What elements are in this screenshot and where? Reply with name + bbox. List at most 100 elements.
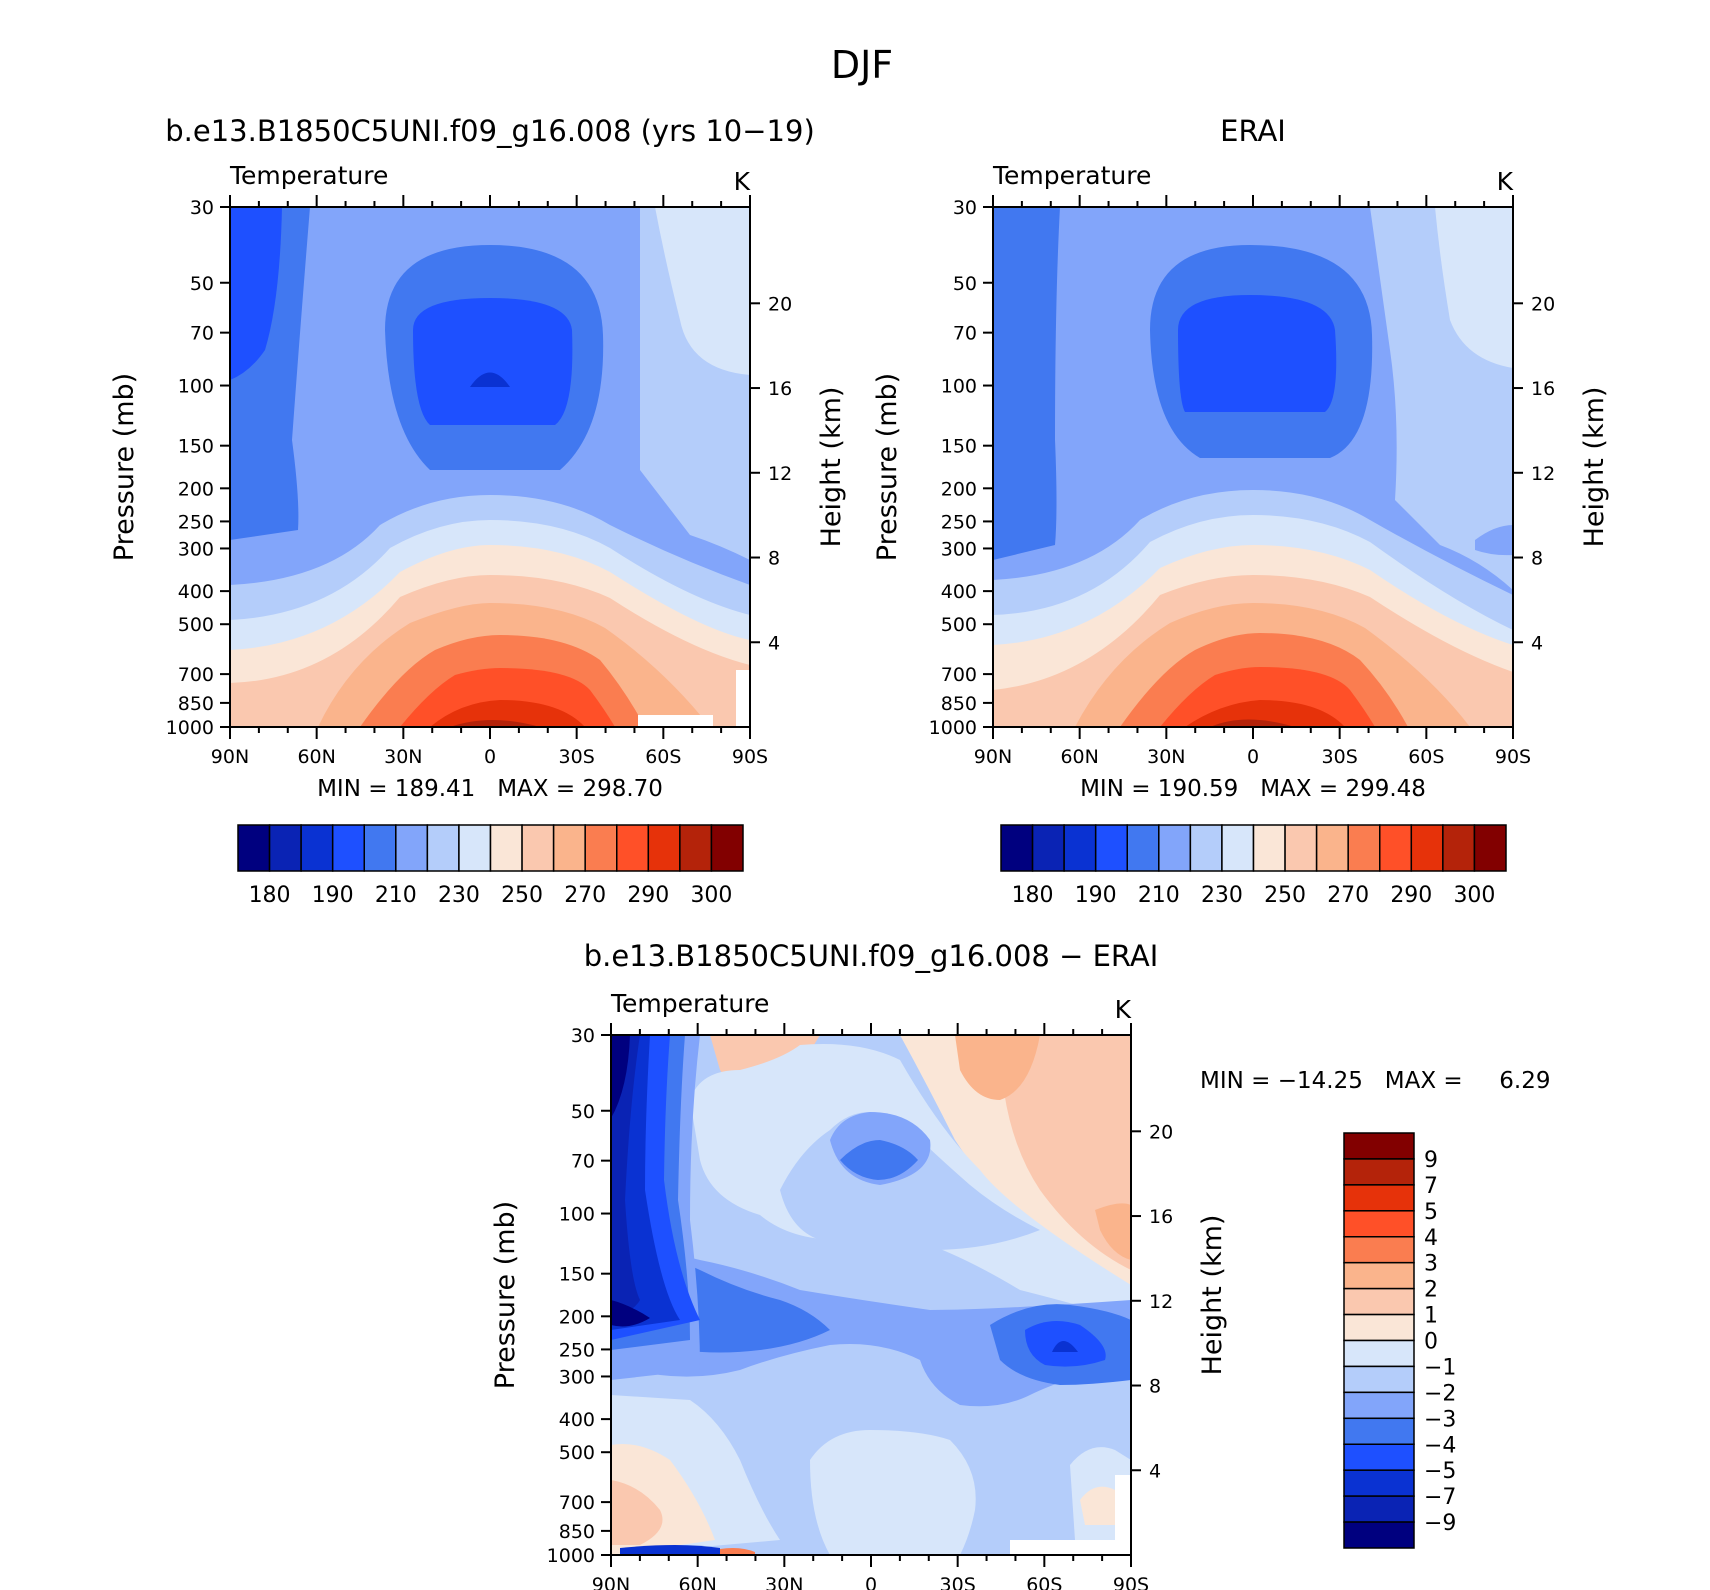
colorbar-label: 4 — [1424, 1226, 1438, 1251]
y-tick-label: 150 — [941, 436, 977, 458]
y-tick-label: 200 — [559, 1306, 595, 1328]
colorbar-label: 7 — [1424, 1174, 1438, 1199]
y-tick-label: 50 — [571, 1101, 595, 1123]
y-tick-label: 250 — [559, 1339, 595, 1361]
figure-title: DJF — [831, 43, 893, 87]
panel-left-label: Temperature — [229, 161, 388, 190]
contour-field — [993, 207, 1513, 727]
colorbar-label: 300 — [1453, 883, 1495, 908]
min-max-stats: MIN = 189.41 MAX = 298.70 — [317, 776, 663, 802]
contour-fill-cold-column — [993, 207, 1060, 560]
y2-tick-label: 20 — [768, 293, 792, 315]
x-tick-label: 90S — [732, 746, 768, 768]
colorbar-label: 290 — [627, 883, 669, 908]
y2-tick-label: 8 — [768, 548, 780, 570]
y-tick-label: 200 — [178, 478, 214, 500]
y-tick-label: 30 — [190, 197, 214, 219]
colorbar-label: 210 — [1138, 883, 1180, 908]
panel-right-label: K — [1497, 167, 1514, 196]
colorbar-swatch — [521, 824, 555, 872]
y-tick-label: 50 — [953, 273, 977, 295]
colorbar-swatch — [1343, 1521, 1415, 1549]
contour-fill-nh-polar-min — [611, 1035, 630, 1119]
colorbar-swatch — [584, 824, 618, 872]
contour-fill-upper-warm — [955, 1035, 1040, 1100]
colorbar-swatch — [458, 824, 492, 872]
colorbar-label: 250 — [501, 883, 543, 908]
panel-model: b.e13.B1850C5UNI.f09_g16.008 (yrs 10−19)… — [109, 114, 847, 908]
colorbar-label: −4 — [1424, 1433, 1456, 1458]
y-tick-label: 1000 — [929, 717, 977, 739]
colorbar-swatch — [1442, 824, 1476, 872]
colorbar-swatch — [1343, 1132, 1415, 1160]
colorbar-swatch — [237, 824, 271, 872]
colorbar-swatch — [1343, 1391, 1415, 1420]
colorbar-swatch — [1343, 1158, 1415, 1186]
colorbar-swatch — [1343, 1365, 1415, 1394]
colorbar-swatch — [1063, 824, 1097, 872]
colorbar-swatch — [1343, 1469, 1415, 1497]
colorbar-swatch — [1343, 1261, 1415, 1290]
contour-fill-sh-patch — [1475, 525, 1513, 556]
colorbar-swatch — [1343, 1443, 1415, 1471]
y-tick-label: 70 — [953, 323, 977, 345]
y-tick-label: 300 — [559, 1366, 595, 1388]
y2-tick-label: 12 — [1149, 1291, 1173, 1313]
colorbar-label: 3 — [1424, 1252, 1438, 1277]
colorbar-label: 300 — [690, 883, 732, 908]
colorbar-swatch — [395, 824, 429, 872]
colorbar-swatch — [679, 824, 713, 872]
contour-fill-nh-200mb-min — [611, 1300, 650, 1327]
y-tick-label: 400 — [559, 1409, 595, 1431]
colorbar-swatch — [1189, 824, 1223, 872]
y-tick-label: 70 — [190, 323, 214, 345]
y-tick-label: 150 — [178, 436, 214, 458]
y-tick-label: 50 — [190, 273, 214, 295]
colorbar-swatch — [1031, 824, 1065, 872]
colorbar-swatch — [1343, 1417, 1415, 1445]
colorbar-swatch — [1343, 1287, 1415, 1316]
colorbar-swatch — [1000, 824, 1034, 872]
panel-erai: ERAI 30507010015020025030040050070085010… — [872, 114, 1610, 908]
x-tick-label: 90N — [211, 746, 249, 768]
colorbar-swatch — [616, 824, 650, 872]
y2-axis-label: Height (km) — [1197, 1215, 1228, 1376]
panel-right-label: K — [734, 167, 751, 196]
x-tick-label: 30S — [1322, 746, 1358, 768]
colorbar-swatch — [1221, 824, 1255, 872]
colorbar-swatch — [1158, 824, 1192, 872]
colorbar-swatch — [1343, 1210, 1415, 1238]
colorbar-label: 1 — [1424, 1304, 1438, 1329]
y2-tick-label: 16 — [1149, 1206, 1173, 1228]
contour-fill-sh-tropopause-min — [1052, 1341, 1078, 1352]
y-tick-label: 500 — [178, 614, 214, 636]
y-tick-label: 700 — [941, 664, 977, 686]
colorbar-swatch — [1343, 1339, 1415, 1368]
y-axis-label: Pressure (mb) — [109, 373, 140, 561]
y-tick-label: 850 — [178, 693, 214, 715]
colorbar-label: 190 — [312, 883, 354, 908]
y-tick-label: 300 — [941, 538, 977, 560]
panel-right-label: K — [1115, 995, 1132, 1024]
colorbar-label: −9 — [1424, 1511, 1456, 1536]
colorbar-swatch — [1315, 824, 1349, 872]
colorbar-swatch — [489, 824, 523, 872]
colorbar-swatch — [1347, 824, 1381, 872]
contour-fill-tropopause-core — [1178, 295, 1337, 412]
y2-tick-label: 4 — [1149, 1460, 1161, 1482]
colorbar-label: 230 — [438, 883, 480, 908]
y-tick-label: 500 — [559, 1442, 595, 1464]
missing-data-edge — [736, 670, 750, 727]
colorbar-swatch — [1126, 824, 1160, 872]
y2-tick-label: 16 — [768, 378, 792, 400]
colorbar-swatch — [331, 824, 365, 872]
colorbar-label: 9 — [1424, 1148, 1438, 1173]
y-tick-label: 100 — [941, 376, 977, 398]
colorbar-swatch — [1094, 824, 1128, 872]
colorbar-label: 0 — [1424, 1330, 1438, 1355]
panel-title: b.e13.B1850C5UNI.f09_g16.008 − ERAI — [584, 939, 1159, 973]
x-tick-label: 30N — [1147, 746, 1185, 768]
contour-fill-max — [450, 720, 540, 727]
